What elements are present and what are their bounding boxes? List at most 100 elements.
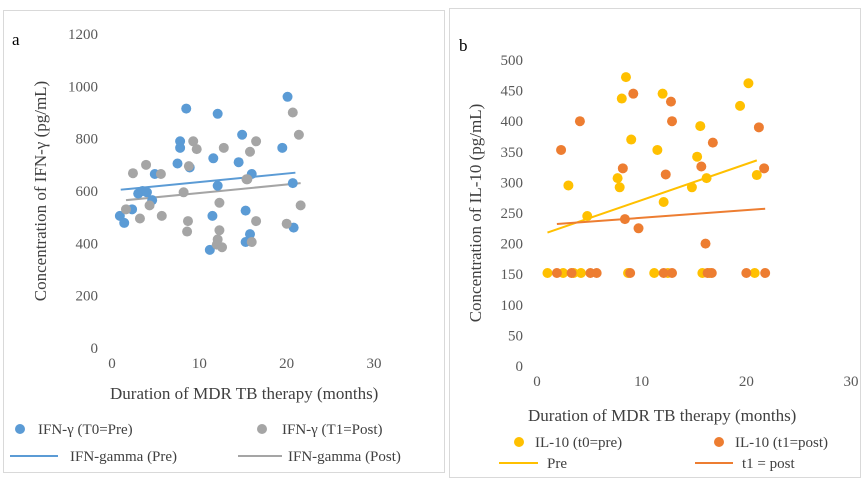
data-point-b-1 <box>619 214 630 225</box>
data-point-b-1 <box>633 223 644 234</box>
x-tick-label: 30 <box>844 374 859 390</box>
data-point-a-1 <box>251 216 262 227</box>
data-point-a-0 <box>277 142 288 153</box>
y-tick-label: 400 <box>76 236 99 252</box>
data-point-b-1 <box>625 267 636 278</box>
x-tick-label: 30 <box>367 356 382 372</box>
data-point-a-0 <box>244 229 255 240</box>
y-tick-label: 1200 <box>68 27 98 43</box>
x-axis-title: Duration of MDR TB therapy (months) <box>528 406 796 425</box>
x-tick-label: 10 <box>634 374 649 390</box>
chart-panel-b <box>449 8 861 478</box>
data-point-b-1 <box>759 163 770 174</box>
data-point-b-0 <box>652 144 663 155</box>
data-point-a-1 <box>293 129 304 140</box>
data-point-a-1 <box>191 144 202 155</box>
x-tick-label: 10 <box>192 356 207 372</box>
data-point-b-0 <box>743 78 754 89</box>
data-point-a-0 <box>207 210 218 221</box>
data-point-b-1 <box>556 144 567 155</box>
data-point-a-0 <box>240 205 251 216</box>
y-tick-label: 500 <box>501 53 524 69</box>
data-point-a-0 <box>204 244 215 255</box>
data-point-b-0 <box>695 121 706 132</box>
data-point-a-0 <box>287 178 298 189</box>
legend-label: IL-10 (t0=pre) <box>535 435 622 451</box>
data-point-b-1 <box>658 267 669 278</box>
legend-label: IL-10 (t1=post) <box>735 435 828 451</box>
legend-marker <box>15 424 25 434</box>
data-point-b-1 <box>741 267 752 278</box>
y-tick-label: 1000 <box>68 79 98 95</box>
y-tick-label: 0 <box>516 359 524 375</box>
y-tick-label: 300 <box>501 175 524 191</box>
data-point-a-0 <box>212 180 223 191</box>
data-point-a-1 <box>178 187 189 198</box>
y-tick-label: 600 <box>76 184 99 200</box>
data-point-a-1 <box>214 197 225 208</box>
legend-marker <box>714 437 724 447</box>
y-tick-label: 100 <box>501 298 524 314</box>
data-point-b-0 <box>575 267 586 278</box>
data-point-a-1 <box>127 168 138 179</box>
panel-label-b: b <box>459 36 468 55</box>
data-point-a-0 <box>237 129 248 140</box>
data-point-a-1 <box>156 210 167 221</box>
data-point-b-0 <box>751 170 762 181</box>
data-point-a-1 <box>182 226 193 237</box>
data-point-b-0 <box>749 267 760 278</box>
data-point-b-0 <box>614 182 625 193</box>
data-point-a-1 <box>144 200 155 211</box>
data-point-a-1 <box>251 136 262 147</box>
y-tick-label: 350 <box>501 145 524 161</box>
data-point-a-1 <box>244 146 255 157</box>
data-point-a-1 <box>155 168 166 179</box>
data-point-a-1 <box>214 225 225 236</box>
data-point-b-0 <box>658 196 669 207</box>
data-point-b-1 <box>617 163 628 174</box>
data-point-b-0 <box>657 88 668 99</box>
y-axis-title: Concentration of IL-10 (pg/mL) <box>466 104 485 323</box>
data-point-b-1 <box>700 238 711 249</box>
data-point-a-1 <box>182 216 193 227</box>
legend-marker <box>257 424 267 434</box>
data-point-a-0 <box>233 157 244 168</box>
data-point-b-1 <box>707 137 718 148</box>
y-tick-label: 450 <box>501 84 524 100</box>
data-point-a-0 <box>208 153 219 164</box>
data-point-b-1 <box>665 96 676 107</box>
y-axis-title: Concentration of IFN-γ (pg/mL) <box>31 81 50 301</box>
data-point-a-0 <box>175 136 186 147</box>
y-tick-label: 200 <box>76 289 99 305</box>
data-point-b-0 <box>686 182 697 193</box>
data-point-b-1 <box>696 161 707 172</box>
x-tick-label: 20 <box>279 356 294 372</box>
y-tick-label: 800 <box>76 132 99 148</box>
data-point-a-1 <box>134 213 145 224</box>
trendline-b-2 <box>547 159 758 234</box>
data-point-b-0 <box>692 151 703 162</box>
legend-marker <box>514 437 524 447</box>
data-point-a-1 <box>281 218 292 229</box>
y-tick-label: 50 <box>508 328 523 344</box>
data-point-b-1 <box>753 122 764 133</box>
data-point-a-1 <box>287 107 298 118</box>
x-tick-label: 0 <box>108 356 116 372</box>
panel-label-a: a <box>12 30 20 49</box>
data-point-b-0 <box>612 173 623 184</box>
y-tick-label: 400 <box>501 114 524 130</box>
data-point-b-1 <box>660 169 671 180</box>
data-point-a-1 <box>188 136 199 147</box>
data-point-b-0 <box>649 267 660 278</box>
data-point-a-1 <box>212 234 223 245</box>
data-point-b-1 <box>667 267 678 278</box>
data-point-b-0 <box>735 100 746 111</box>
data-point-a-1 <box>217 242 228 253</box>
legend-label: Pre <box>547 456 567 472</box>
data-point-b-1 <box>591 267 602 278</box>
legend-label: t1 = post <box>742 456 795 472</box>
data-point-a-0 <box>119 217 130 228</box>
trendline-b-3 <box>556 207 766 226</box>
y-tick-label: 150 <box>501 267 524 283</box>
